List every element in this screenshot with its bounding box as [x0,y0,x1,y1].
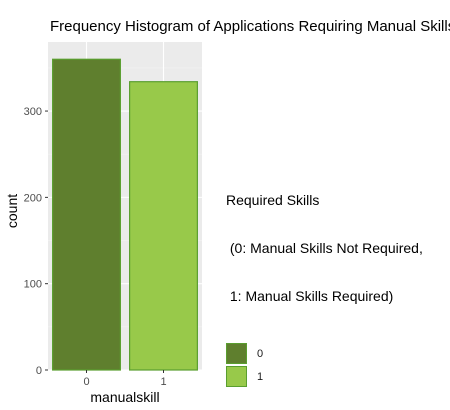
bar-0 [52,58,121,371]
legend-title-line-1: Required Skills [226,192,320,208]
x-tick-label: 0 [83,376,89,388]
legend: Required Skills (0: Manual Skills Not Re… [226,160,423,388]
legend-label-0: 0 [257,347,264,360]
y-axis: 0 100 200 300 [24,106,48,377]
legend-key-1 [226,366,247,387]
legend-label-1: 1 [257,370,264,383]
y-axis-label: count [4,194,20,228]
y-tick-label: 200 [24,192,42,204]
legend-title: Required Skills (0: Manual Skills Not Re… [226,160,423,336]
x-axis-label: manualskill [90,389,159,405]
legend-title-line-3: 1: Manual Skills Required) [226,288,394,304]
legend-item-1: 1 [226,365,423,388]
legend-title-line-2: (0: Manual Skills Not Required, [226,240,423,256]
y-tick-label: 300 [24,106,42,118]
chart-title: Frequency Histogram of Applications Requ… [50,18,450,35]
bar-1 [129,81,198,371]
x-tick-label: 1 [160,376,166,388]
y-tick-label: 100 [24,279,42,291]
legend-item-0: 0 [226,342,423,365]
y-tick-label: 0 [36,365,42,377]
bars-group [52,58,198,371]
legend-key-0 [226,343,247,364]
